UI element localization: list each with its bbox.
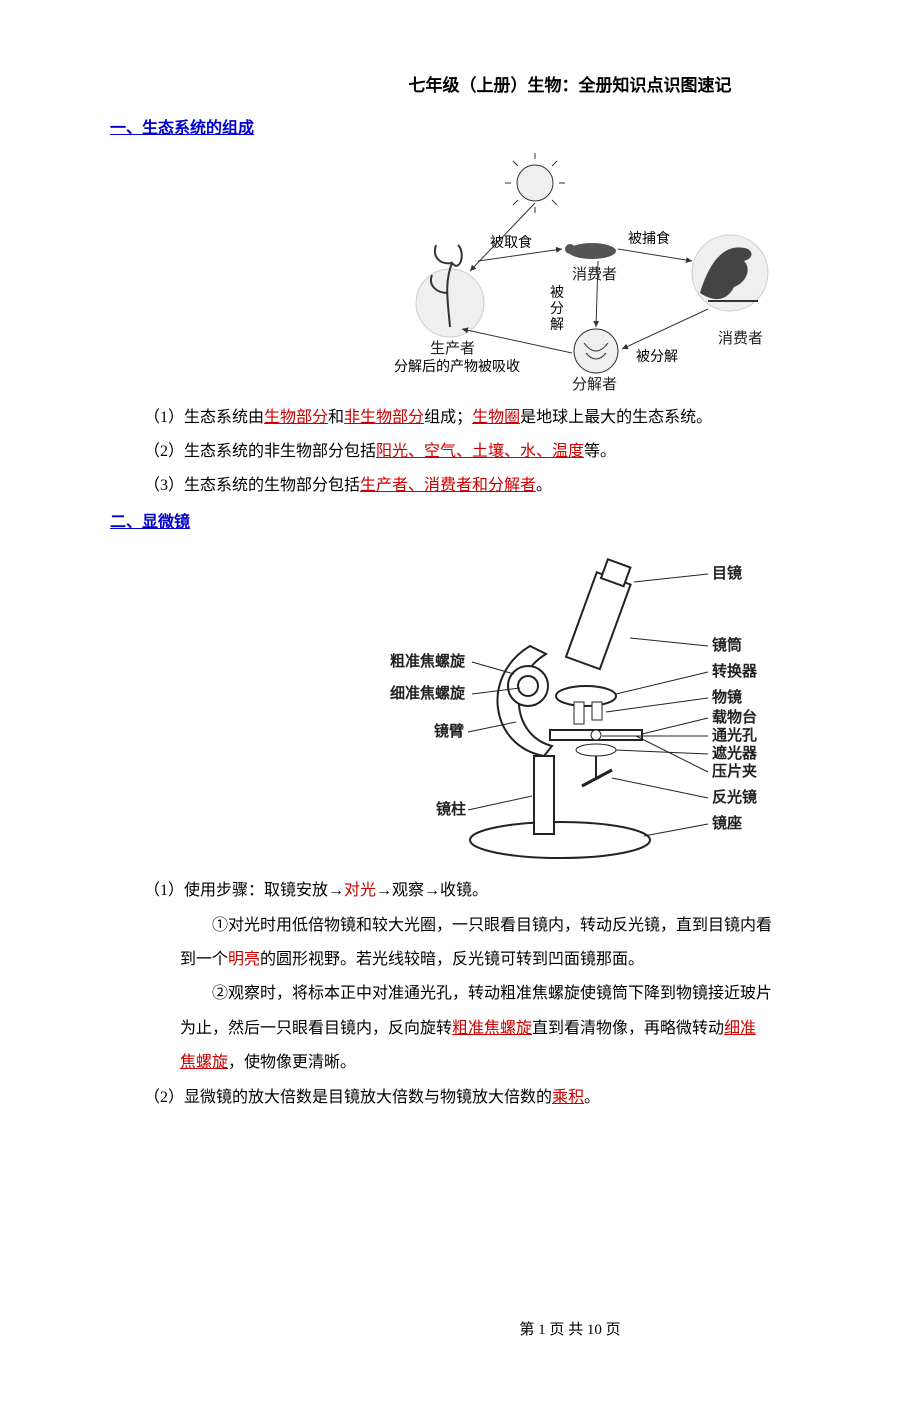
text: （2）显微镜的放大倍数是目镜放大倍数与物镜放大倍数的 (144, 1089, 552, 1106)
section-2-heading: 二、显微镜 (110, 508, 920, 538)
label-diaphragm: 遮光器 (712, 744, 758, 762)
text: 的圆形视野。若光线较暗，反光镜可转到凹面镜那面。 (260, 951, 644, 968)
keyword: 细准 (724, 1020, 756, 1037)
nosepiece (556, 686, 616, 706)
label-tube: 镜筒 (712, 636, 742, 654)
label-nosepiece: 转换器 (712, 662, 758, 680)
text: 直到看清物像，再略微转动 (532, 1020, 724, 1037)
ecosystem-diagram: 生产者 消费者 消费者 分解者 被取食 被捕食 被 分 解 被分解 分解后的产物… (110, 153, 920, 393)
text: ②观察时，将标本正中对准通光孔，转动粗准焦螺旋使镜筒下降到物镜接近玻片 (212, 985, 772, 1002)
keyword: 生物圈 (472, 409, 520, 426)
text: 等。 (584, 443, 616, 460)
objective-1 (574, 702, 584, 724)
text: 。 (536, 477, 552, 494)
s1-p1: （1）生态系统由生物部分和非生物部分组成；生物圈是地球上最大的生态系统。 (144, 403, 920, 433)
objective-2 (592, 702, 602, 720)
microscope-diagram: 粗准焦螺旋 细准焦螺旋 镜臂 镜柱 目镜 镜筒 转换器 物镜 载物台 通光孔 遮… (110, 546, 920, 866)
arrow-decomp-right: 被分解 (636, 349, 678, 365)
label-aperture: 通光孔 (712, 726, 757, 744)
consumer1-label: 消费者 (572, 266, 617, 283)
arrow-eaten2: 被捕食 (628, 230, 670, 247)
sun-icon (517, 165, 553, 201)
label-pillar: 镜柱 (436, 800, 466, 818)
label-arm: 镜臂 (434, 722, 464, 740)
pager-cur: 1 (538, 1322, 546, 1338)
arrow-decomp-v3: 解 (550, 317, 564, 333)
label-objective: 物镜 (712, 688, 742, 706)
label-eyepiece: 目镜 (712, 564, 742, 582)
section-1-heading: 一、生态系统的组成 (110, 114, 920, 144)
label-fine: 细准焦螺旋 (390, 684, 466, 702)
arrow-decomp-v2: 分 (550, 301, 564, 317)
pager-prefix: 第 (519, 1322, 538, 1338)
microscope-base (470, 822, 650, 858)
s1-p3: （3）生态系统的生物部分包括生产者、消费者和分解者。 (144, 471, 920, 501)
label-coarse: 粗准焦螺旋 (390, 652, 466, 670)
label-mirror: 反光镜 (712, 788, 757, 806)
text: （1）生态系统由 (144, 409, 264, 426)
pager-suffix: 页 (602, 1322, 621, 1338)
s2-p1: （1）使用步骤：取镜安放→对光→观察→收镜。 (144, 876, 920, 906)
pager-total: 10 (587, 1322, 602, 1338)
label-base: 镜座 (712, 814, 742, 832)
producer-label: 生产者 (430, 340, 475, 357)
s2-p2a: ①对光时用低倍物镜和较大光圈，一只眼看目镜内，转动反光镜，直到目镜内看 (180, 911, 920, 941)
label-clip: 压片夹 (712, 762, 757, 780)
pager-mid: 页 共 (546, 1322, 587, 1338)
mirror (582, 756, 612, 786)
consumer1-icon (565, 243, 616, 259)
arrow-decomp-v1: 被 (550, 285, 564, 301)
label-stage: 载物台 (712, 708, 757, 726)
s1-p2: （2）生态系统的非生物部分包括阳光、空气、土壤、水、温度等。 (144, 437, 920, 467)
text: 。 (584, 1089, 600, 1106)
s2-p3c: 焦螺旋，使物像更清晰。 (180, 1048, 920, 1078)
keyword: 生产者、消费者和分解者 (360, 477, 536, 494)
arrow-absorb: 分解后的产物被吸收 (394, 359, 520, 375)
text: 和 (328, 409, 344, 426)
page-footer: 第 1 页 共 10 页 (110, 1316, 920, 1345)
keyword: 粗准焦螺旋 (452, 1020, 532, 1037)
page-title: 七年级（上册）生物：全册知识点识图速记 (110, 70, 920, 102)
microscope-pillar (534, 756, 554, 834)
decomposer-label: 分解者 (572, 376, 617, 393)
text: （2）生态系统的非生物部分包括 (144, 443, 376, 460)
s2-p4: （2）显微镜的放大倍数是目镜放大倍数与物镜放大倍数的乘积。 (144, 1083, 920, 1113)
text: （3）生态系统的生物部分包括 (144, 477, 360, 494)
keyword: 明亮 (228, 951, 260, 968)
consumer2-label: 消费者 (718, 330, 763, 347)
text: →观察→收镜。 (376, 882, 488, 899)
text: 组成； (424, 409, 472, 426)
keyword: 阳光、空气、土壤、水、温度 (376, 443, 584, 460)
text: （1）使用步骤：取镜安放→ (144, 882, 344, 899)
keyword: 乘积 (552, 1089, 584, 1106)
text: 为止，然后一只眼看目镜内，反向旋转 (180, 1020, 452, 1037)
s2-p2b: 到一个明亮的圆形视野。若光线较暗，反光镜可转到凹面镜那面。 (180, 945, 920, 975)
text: ，使物像更清晰。 (228, 1054, 356, 1071)
s2-p3a: ②观察时，将标本正中对准通光孔，转动粗准焦螺旋使镜筒下降到物镜接近玻片 (180, 979, 920, 1009)
keyword: 焦螺旋 (180, 1054, 228, 1071)
microscope-tube (566, 573, 631, 670)
text: 是地球上最大的生态系统。 (520, 409, 712, 426)
keyword: 对光 (344, 882, 376, 899)
diaphragm (576, 744, 616, 756)
aperture (591, 730, 601, 740)
keyword: 非生物部分 (344, 409, 424, 426)
arrow-eaten1: 被取食 (490, 234, 532, 251)
s2-p3b: 为止，然后一只眼看目镜内，反向旋转粗准焦螺旋直到看清物像，再略微转动细准 (180, 1014, 920, 1044)
fine-knob (518, 676, 538, 696)
keyword: 生物部分 (264, 409, 328, 426)
text: ①对光时用低倍物镜和较大光圈，一只眼看目镜内，转动反光镜，直到目镜内看 (212, 917, 772, 934)
text: 到一个 (180, 951, 228, 968)
